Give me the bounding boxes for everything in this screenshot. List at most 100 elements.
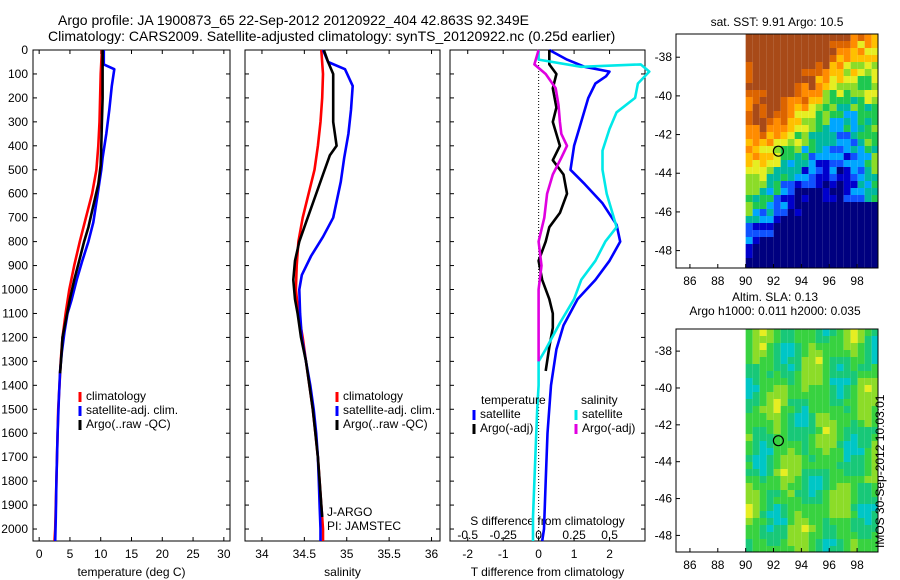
- map-cell: [829, 55, 837, 62]
- map-cell: [822, 69, 830, 76]
- map-cell: [850, 469, 858, 476]
- map-cell: [822, 455, 830, 462]
- map-cell: [822, 244, 830, 251]
- map-cell: [794, 385, 802, 392]
- map-cell: [857, 371, 865, 378]
- map-x-tick-label: 92: [767, 274, 781, 288]
- map-cell: [808, 146, 816, 153]
- map-cell: [752, 336, 760, 343]
- map-cell: [822, 90, 830, 97]
- map-cell: [843, 539, 851, 546]
- map-cell: [843, 41, 851, 48]
- map-cell: [864, 132, 872, 139]
- map-cell: [815, 364, 823, 371]
- map-cell: [843, 132, 851, 139]
- map-cell: [759, 420, 767, 427]
- map-cell: [850, 434, 858, 441]
- map-cell: [780, 364, 788, 371]
- map-cell: [871, 364, 878, 371]
- map-cell: [850, 399, 858, 406]
- map-cell: [850, 48, 858, 55]
- map-cell: [787, 511, 795, 518]
- map-cell: [745, 258, 753, 265]
- map-cell: [857, 483, 865, 490]
- map-cell: [773, 174, 781, 181]
- map-cell: [850, 427, 858, 434]
- map-cell: [808, 181, 816, 188]
- map-cell: [836, 364, 844, 371]
- map-cell: [815, 497, 823, 504]
- map-cell: [843, 223, 851, 230]
- x-tick-label: 34: [255, 547, 269, 561]
- map-cell: [864, 434, 872, 441]
- map-cell: [815, 448, 823, 455]
- map-cell: [773, 357, 781, 364]
- map-cell: [794, 146, 802, 153]
- map-cell: [857, 76, 865, 83]
- map-cell: [759, 90, 767, 97]
- map-cell: [752, 427, 760, 434]
- map-cell: [808, 434, 816, 441]
- map-cell: [787, 399, 795, 406]
- map-cell: [766, 518, 774, 525]
- series-line-argo-raw-qc-: [291, 49, 338, 518]
- map-cell: [801, 441, 809, 448]
- map-cell: [843, 90, 851, 97]
- map-cell: [801, 202, 809, 209]
- map-cell: [864, 504, 872, 511]
- map-cell: [766, 490, 774, 497]
- map-cell: [822, 34, 830, 41]
- map-cell: [829, 434, 837, 441]
- map-cell: [745, 406, 753, 413]
- map-cell: [766, 378, 774, 385]
- map-cell: [794, 174, 802, 181]
- map-x-tick-label: 96: [823, 558, 837, 572]
- map-cell: [822, 202, 830, 209]
- map-cell: [808, 392, 816, 399]
- map-cell: [801, 385, 809, 392]
- map-cell: [773, 385, 781, 392]
- map-cell: [864, 525, 872, 532]
- map-cell: [787, 76, 795, 83]
- x-tick-label: 0: [535, 547, 542, 561]
- map-cell: [745, 104, 753, 111]
- map-cell: [801, 55, 809, 62]
- map-cell: [794, 83, 802, 90]
- map-cell: [752, 90, 760, 97]
- map-cell: [745, 153, 753, 160]
- map-cell: [801, 329, 809, 336]
- map-cell: [745, 111, 753, 118]
- map-cell: [752, 434, 760, 441]
- map-cell: [871, 195, 878, 202]
- map-cell: [801, 476, 809, 483]
- map-cell: [843, 357, 851, 364]
- map-cell: [815, 434, 823, 441]
- map-cell: [843, 216, 851, 223]
- map-cell: [773, 525, 781, 532]
- map-cell: [850, 378, 858, 385]
- map-cell: [794, 111, 802, 118]
- map-cell: [780, 132, 788, 139]
- map-cell: [780, 160, 788, 167]
- map-cell: [780, 413, 788, 420]
- map-cell: [766, 139, 774, 146]
- map-cell: [801, 406, 809, 413]
- map-cell: [808, 448, 816, 455]
- map-cell: [780, 188, 788, 195]
- legend-label: satellite: [582, 407, 623, 421]
- map-cell: [766, 195, 774, 202]
- map-cell: [808, 350, 816, 357]
- map-cell: [752, 216, 760, 223]
- map-cell: [864, 497, 872, 504]
- map-cell: [822, 385, 830, 392]
- legend-label: satellite: [480, 407, 521, 421]
- map-cell: [822, 188, 830, 195]
- map-cell: [815, 202, 823, 209]
- map-cell: [766, 230, 774, 237]
- map-cell: [850, 518, 858, 525]
- map-cell: [843, 385, 851, 392]
- map-cell: [752, 441, 760, 448]
- map-cell: [808, 427, 816, 434]
- map-cell: [794, 413, 802, 420]
